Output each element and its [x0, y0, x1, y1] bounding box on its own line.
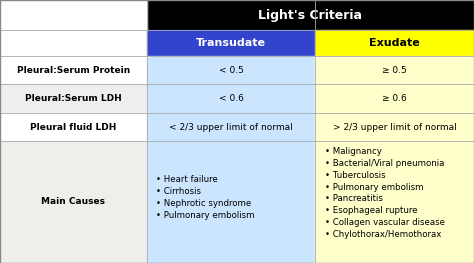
Bar	[147, 0, 474, 30]
Bar	[147, 56, 315, 84]
Bar	[147, 113, 315, 141]
Bar	[0, 141, 147, 262]
Text: Transudate: Transudate	[196, 38, 266, 48]
Text: < 0.5: < 0.5	[219, 66, 244, 75]
Bar	[315, 30, 474, 56]
Text: ≥ 0.6: ≥ 0.6	[382, 94, 407, 103]
Text: Light's Criteria: Light's Criteria	[258, 9, 363, 22]
Bar	[147, 84, 315, 113]
Text: > 2/3 upper limit of normal: > 2/3 upper limit of normal	[333, 123, 456, 132]
Bar	[315, 141, 474, 262]
Text: Pleural:Serum Protein: Pleural:Serum Protein	[17, 66, 130, 75]
Bar	[147, 141, 315, 262]
Bar	[315, 113, 474, 141]
Bar	[0, 30, 147, 56]
Text: Exudate: Exudate	[369, 38, 420, 48]
Text: < 0.6: < 0.6	[219, 94, 244, 103]
Bar	[0, 56, 147, 84]
Bar	[0, 84, 147, 113]
Text: < 2/3 upper limit of normal: < 2/3 upper limit of normal	[169, 123, 293, 132]
Bar	[315, 84, 474, 113]
Bar	[315, 56, 474, 84]
Text: ≥ 0.5: ≥ 0.5	[382, 66, 407, 75]
Text: Pleural:Serum LDH: Pleural:Serum LDH	[25, 94, 122, 103]
Bar	[147, 30, 315, 56]
Bar	[0, 0, 147, 30]
Text: Main Causes: Main Causes	[41, 197, 106, 206]
Text: • Malignancy
• Bacterial/Viral pneumonia
• Tuberculosis
• Pulmonary embolism
• P: • Malignancy • Bacterial/Viral pneumonia…	[325, 147, 445, 239]
Text: • Heart failure
• Cirrhosis
• Nephrotic syndrome
• Pulmonary embolism: • Heart failure • Cirrhosis • Nephrotic …	[156, 175, 255, 220]
Text: Pleural fluid LDH: Pleural fluid LDH	[30, 123, 117, 132]
Bar	[0, 113, 147, 141]
